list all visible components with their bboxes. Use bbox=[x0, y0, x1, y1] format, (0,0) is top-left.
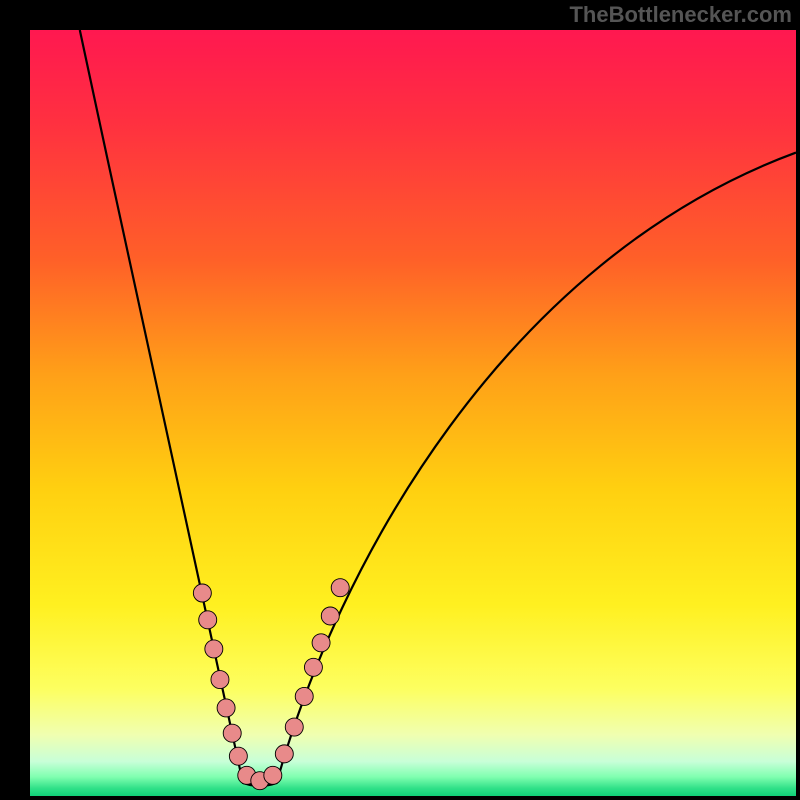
marker-left-6 bbox=[229, 747, 247, 765]
marker-right-4 bbox=[312, 634, 330, 652]
marker-right-5 bbox=[321, 607, 339, 625]
marker-left-4 bbox=[217, 699, 235, 717]
marker-left-5 bbox=[223, 724, 241, 742]
marker-left-0 bbox=[193, 584, 211, 602]
plot-background bbox=[30, 30, 796, 796]
marker-left-3 bbox=[211, 671, 229, 689]
marker-right-1 bbox=[285, 718, 303, 736]
marker-left-1 bbox=[199, 611, 217, 629]
marker-right-3 bbox=[304, 658, 322, 676]
marker-right-2 bbox=[295, 687, 313, 705]
marker-bottom-2 bbox=[264, 766, 282, 784]
chart-svg bbox=[0, 0, 800, 800]
marker-right-0 bbox=[275, 745, 293, 763]
chart-container: TheBottlenecker.com bbox=[0, 0, 800, 800]
marker-left-2 bbox=[205, 640, 223, 658]
marker-right-6 bbox=[331, 579, 349, 597]
